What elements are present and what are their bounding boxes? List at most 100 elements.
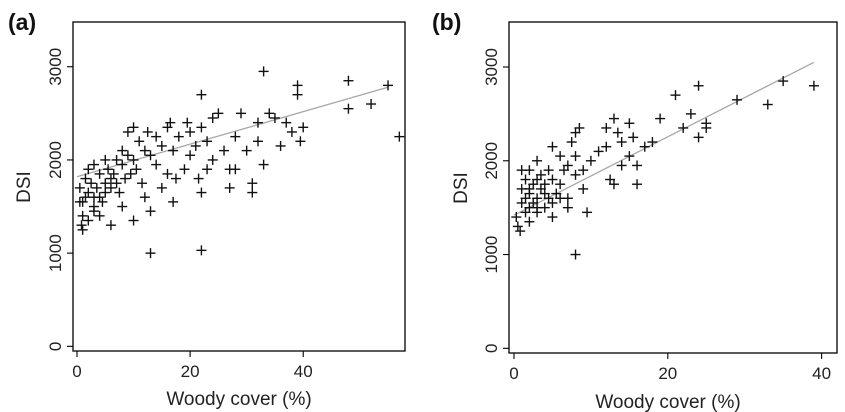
x-tick-label-b-1: 20 xyxy=(658,364,677,383)
data-point-b-41 xyxy=(601,122,612,133)
data-point-a-50 xyxy=(168,196,179,207)
data-point-a-69 xyxy=(224,182,235,193)
data-point-a-91 xyxy=(343,103,354,114)
data-point-a-73 xyxy=(236,108,246,119)
data-point-a-81 xyxy=(264,108,275,119)
y-tick-label-b-2: 2000 xyxy=(482,142,501,180)
data-point-b-21 xyxy=(547,174,558,185)
data-point-a-68 xyxy=(219,145,230,156)
data-point-a-37 xyxy=(139,192,150,203)
data-point-a-100 xyxy=(117,201,128,212)
data-point-a-94 xyxy=(394,131,405,142)
y-tick-label-b-0: 0 xyxy=(482,344,501,353)
data-point-a-20 xyxy=(105,182,116,193)
data-point-b-72 xyxy=(547,197,558,208)
data-point-a-0 xyxy=(74,182,85,193)
data-point-a-56 xyxy=(185,126,196,137)
data-point-a-67 xyxy=(213,108,224,119)
data-point-b-40 xyxy=(593,146,604,157)
data-point-a-72 xyxy=(230,164,241,175)
data-point-b-67 xyxy=(808,80,819,91)
data-point-b-63 xyxy=(701,122,712,133)
data-point-b-77 xyxy=(532,202,543,213)
y-tick-label-a-1: 1000 xyxy=(46,234,65,272)
data-point-b-57 xyxy=(670,90,681,101)
data-point-a-29 xyxy=(122,150,133,161)
data-point-a-74 xyxy=(241,145,252,156)
data-point-a-44 xyxy=(156,182,167,193)
data-point-a-11 xyxy=(91,182,102,193)
data-point-a-47 xyxy=(162,168,173,179)
data-point-b-49 xyxy=(624,118,635,129)
data-point-a-58 xyxy=(193,173,204,184)
data-point-a-60 xyxy=(196,122,207,133)
data-point-a-12 xyxy=(94,168,105,179)
data-point-b-1 xyxy=(512,221,523,232)
data-point-a-38 xyxy=(142,126,153,137)
data-point-b-2 xyxy=(515,226,526,237)
data-point-a-31 xyxy=(128,122,139,133)
x-tick-label-b-0: 0 xyxy=(509,364,518,383)
data-point-a-33 xyxy=(131,164,142,175)
data-point-b-17 xyxy=(539,179,550,190)
data-point-b-36 xyxy=(578,165,589,176)
data-point-a-83 xyxy=(275,140,286,151)
points-b xyxy=(511,76,819,260)
x-tick-label-b-2: 40 xyxy=(812,364,831,383)
data-point-b-48 xyxy=(616,160,627,171)
data-point-a-54 xyxy=(182,117,193,128)
data-point-a-10 xyxy=(88,159,99,170)
data-point-a-57 xyxy=(190,140,201,151)
data-point-a-59 xyxy=(196,89,207,100)
y-tick-label-a-0: 0 xyxy=(46,342,65,351)
data-point-a-61 xyxy=(196,187,207,198)
data-point-b-13 xyxy=(532,193,543,204)
data-point-a-84 xyxy=(281,117,292,128)
panel-b: (b) DSI Woody cover (%) 0 1000 2000 3000 0 20… xyxy=(432,9,838,412)
data-point-b-33 xyxy=(570,169,581,180)
data-point-a-92 xyxy=(366,99,377,110)
data-point-a-28 xyxy=(122,126,133,137)
data-point-b-30 xyxy=(566,137,577,148)
data-point-b-37 xyxy=(578,183,589,194)
data-point-a-22 xyxy=(111,178,122,189)
data-point-a-7 xyxy=(86,178,97,189)
data-point-a-97 xyxy=(105,220,116,231)
data-point-a-98 xyxy=(80,192,91,203)
data-point-b-50 xyxy=(624,151,635,162)
data-point-b-46 xyxy=(612,127,623,138)
data-point-a-96 xyxy=(94,210,105,221)
data-point-a-14 xyxy=(97,196,108,207)
data-point-a-34 xyxy=(134,136,145,147)
data-point-b-64 xyxy=(732,94,743,105)
data-point-a-16 xyxy=(100,187,111,198)
data-point-a-39 xyxy=(145,150,156,161)
data-point-b-60 xyxy=(693,80,704,91)
ticks-a: 0 1000 2000 3000 0 20 40 xyxy=(46,48,313,381)
data-point-b-39 xyxy=(585,155,596,166)
data-point-a-51 xyxy=(170,173,181,184)
data-point-b-65 xyxy=(762,99,773,110)
y-tick-label-a-3: 3000 xyxy=(46,48,65,86)
data-point-b-59 xyxy=(685,108,696,119)
data-point-a-101 xyxy=(128,215,139,226)
data-point-a-52 xyxy=(173,131,184,142)
data-point-b-69 xyxy=(524,183,535,194)
data-point-a-26 xyxy=(117,159,128,170)
data-point-a-25 xyxy=(117,145,128,156)
data-point-a-40 xyxy=(145,206,156,217)
data-point-b-58 xyxy=(678,122,689,133)
data-point-a-24 xyxy=(114,187,125,198)
data-point-a-41 xyxy=(145,248,156,259)
data-point-b-25 xyxy=(555,151,566,162)
data-point-a-63 xyxy=(202,136,213,147)
data-point-b-53 xyxy=(632,179,643,190)
data-point-a-87 xyxy=(292,89,303,100)
data-point-a-23 xyxy=(111,154,122,165)
data-point-a-82 xyxy=(269,112,280,123)
data-point-a-64 xyxy=(202,164,213,175)
data-point-b-38 xyxy=(582,207,593,218)
data-point-a-48 xyxy=(165,117,176,128)
data-point-b-47 xyxy=(616,137,627,148)
